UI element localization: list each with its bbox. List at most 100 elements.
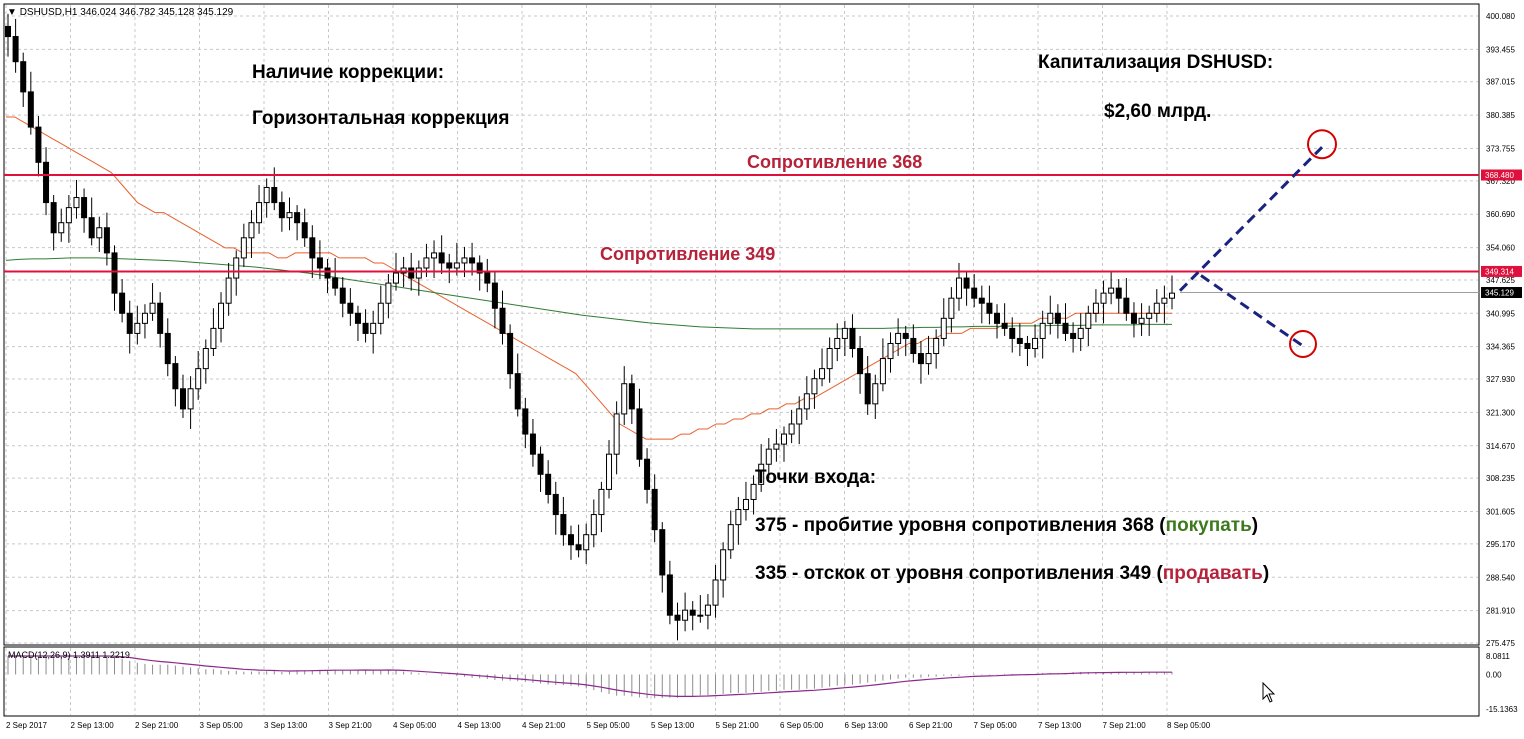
dropdown-triangle-icon[interactable]: ▼ [7,7,17,18]
forecast-buy-line [1178,146,1324,292]
entry-sell-text: 335 - отскок от уровня сопротивления 349… [755,563,1163,584]
candle-body [210,327,217,350]
time-axis[interactable]: 2 Sep 2017 2 Sep 13:00 2 Sep 21:00 3 Sep 05… [6,721,1211,730]
price-tick: 288.540 [1486,573,1515,582]
candle-body [1070,332,1077,339]
candle-body [1047,312,1054,324]
candle-body [902,332,909,339]
candle-body [552,493,559,516]
candle-body [841,327,848,339]
candle-body [218,302,225,329]
candle-body [1130,312,1137,324]
candle-body [1161,297,1168,304]
candle-body [925,353,932,365]
candle-body [948,297,955,319]
candle-body [1085,312,1092,329]
time-tick: 2 Sep 2017 [6,721,47,730]
macd-panel-frame [3,646,1480,717]
price-tick: 301.605 [1486,508,1515,517]
price-tick: 367.320 [1486,177,1515,186]
candle-body [598,488,605,516]
macd-signal-line [8,655,1172,698]
candle-body [438,252,445,264]
time-tick: 4 Sep 13:00 [458,721,502,730]
price-tick: 321.300 [1486,408,1515,417]
candle-body [1077,327,1084,339]
entry-buy-text: 375 - пробитие уровня сопротивления 368 … [755,515,1166,536]
macd-tick: -15.1363 [1486,705,1518,714]
candle-body [187,388,194,410]
candle-body [1001,322,1008,329]
candle-body [362,322,369,334]
candle-body [233,257,240,279]
price-label: 349.314 [1485,267,1514,276]
price-axis[interactable]: 400.080 393.455 387.015 380.385 373.755 367.3… [1481,12,1522,648]
candle-body [735,509,742,526]
candle-body [453,262,460,269]
candle-body [796,408,803,425]
candle-body [834,337,841,350]
candle-body [415,267,422,279]
candle-body [529,433,536,455]
price-tick: 340.995 [1486,309,1515,318]
candle-body [849,327,856,350]
price-label-box [1481,169,1522,181]
candle-body [567,534,574,546]
candle-body [461,257,468,264]
candle-body [446,262,453,269]
candle-body [294,212,301,224]
candle-body [887,342,894,360]
time-tick: 5 Sep 21:00 [716,721,760,730]
candle-body [301,222,308,239]
price-tick: 308.235 [1486,474,1515,483]
candle-body [758,463,765,485]
candle-body [1100,292,1107,304]
candle-body [476,262,483,274]
candles [5,13,1175,641]
candle-body [271,186,278,204]
candle-body [613,413,620,455]
candle-body [1146,312,1153,319]
time-tick: 5 Sep 05:00 [587,721,631,730]
candle-body [628,383,635,410]
candle-body [826,348,833,370]
candle-body [590,514,597,536]
candle-body [933,337,940,355]
candle-body [164,332,171,365]
price-tick: 275.475 [1486,639,1515,648]
candle-body [682,609,689,621]
grid-lines [5,5,1478,715]
candle-body [727,524,734,551]
time-tick: 7 Sep 13:00 [1038,721,1082,730]
correction-title: Наличие коррекции: [252,62,445,83]
candle-body [1092,302,1099,314]
ma-fast-line [6,116,1172,440]
time-tick: 7 Sep 21:00 [1103,721,1147,730]
candle-body [12,36,19,63]
time-tick: 8 Sep 05:00 [1167,721,1211,730]
candle-body [514,373,521,410]
time-tick: 6 Sep 21:00 [909,721,953,730]
price-tick: 347.625 [1486,276,1515,285]
candle-body [119,292,126,314]
candle-body [431,252,438,259]
correction-value: Горизонтальная коррекция [252,108,510,129]
candle-body [720,549,727,581]
candle-body [385,282,392,304]
price-tick: 393.455 [1486,45,1515,54]
price-tick: 400.080 [1486,12,1515,21]
candle-body [545,473,552,495]
price-label: 368.480 [1485,171,1514,180]
candle-body [157,302,164,334]
candle-body [781,433,787,445]
time-tick: 4 Sep 21:00 [522,721,566,730]
entry-title: Точки входа: [755,467,877,488]
price-panel-frame [3,3,1480,646]
candle-body [88,217,95,239]
forecast-sell-line [1200,274,1304,348]
candle-body [1009,327,1016,339]
candle-body [179,388,186,410]
candle-body [788,423,795,435]
resistance-349-label: Сопротивление 349 [600,244,776,264]
candle-body [1016,337,1023,344]
